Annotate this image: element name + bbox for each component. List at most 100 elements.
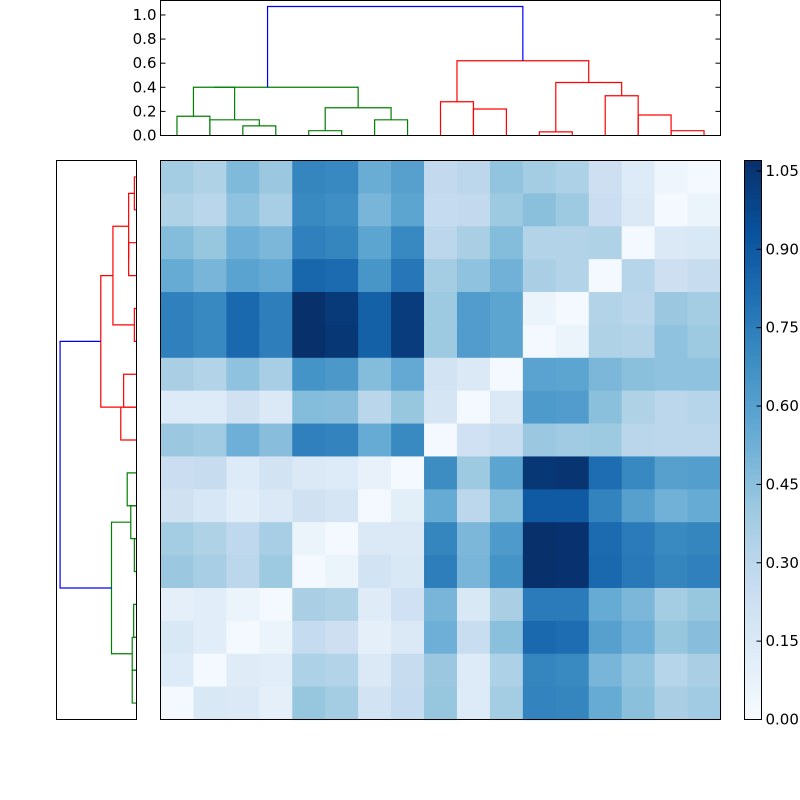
colorbar-segment [744,501,762,508]
colorbar-segment [744,300,762,307]
colorbar-segment [744,333,762,340]
colorbar-segment [744,713,762,721]
colorbar-segment [744,395,762,402]
heatmap-cell [456,423,491,458]
left-dendrogram-link-2 [128,192,135,260]
heatmap-cell [621,653,656,688]
heatmap-cell [456,653,491,688]
colorbar-segment [744,535,762,542]
colorbar-tick-label-2: 0.30 [766,554,799,572]
colorbar-segment [744,646,762,654]
heatmap-cell [292,653,326,688]
colorbar-segment [744,311,762,318]
heatmap-cell [358,686,392,721]
heatmap-cell [489,292,524,326]
heatmap-cell [489,587,524,622]
heatmap-cell [292,620,326,655]
heatmap-cell [226,686,260,721]
heatmap-cell [588,357,623,392]
colorbar-segment [744,708,762,715]
colorbar-segment [744,182,762,190]
heatmap-cell [424,587,458,622]
heatmap-cell [193,160,227,194]
colorbar-segment [744,283,762,290]
colorbar-segment [744,635,762,642]
heatmap-cell [621,489,656,523]
colorbar-segment [744,652,762,659]
heatmap-cell [259,555,293,589]
heatmap-cell [687,357,722,392]
heatmap-cell [555,160,590,194]
left-dendrogram [59,176,137,704]
heatmap-cell [325,259,359,293]
colorbar-segment [744,607,762,614]
heatmap-cell [160,489,195,523]
top-dendrogram-link-13 [670,130,705,136]
heatmap-cell [160,193,195,227]
heatmap-cell [588,653,623,688]
colorbar-segment [744,277,762,285]
heatmap-cell [621,620,656,655]
heatmap-cell [325,686,359,721]
top-ytick-label-4: 0.8 [133,30,157,48]
heatmap-cell [555,620,590,655]
colorbar-segment [744,624,762,631]
heatmap-cell [325,292,359,326]
colorbar-segment [744,434,762,441]
colorbar-segment [744,423,762,430]
left-dendrogram-link-4 [112,225,135,326]
heatmap-cell [325,193,359,227]
heatmap-cell [588,489,623,523]
colorbar-segment [744,428,762,436]
colorbar-segment [744,523,762,531]
heatmap-cell [687,324,722,359]
heatmap-cell [292,357,326,392]
heatmap-cell [358,226,392,260]
top-dendrogram-link-15 [456,60,590,102]
colorbar-segment [744,160,762,167]
colorbar-segment [744,473,762,480]
heatmap-cell [588,324,623,359]
left-dendrogram-link-9 [130,505,137,540]
heatmap-cell [160,686,195,721]
heatmap-cell [522,489,557,523]
heatmap-cell [292,587,326,622]
colorbar-segment [744,372,762,380]
heatmap-cell [391,226,425,260]
colorbar-segment [744,227,762,234]
heatmap-cell [588,226,623,260]
left-dendrogram-link-13 [131,669,137,704]
heatmap-cell [522,522,557,556]
colorbar-segment [744,462,762,469]
heatmap-cell [489,620,524,655]
heatmap-cell [621,522,656,556]
heatmap-cell [588,193,623,227]
heatmap-cell [292,456,326,490]
heatmap-cell [588,423,623,458]
heatmap-cell [588,555,623,589]
heatmap-cell [654,357,689,392]
heatmap-cell [654,160,689,194]
colorbar-segment [744,440,762,447]
colorbar-tick-label-5: 0.75 [766,319,799,337]
colorbar-segment [744,322,762,329]
heatmap-cell [555,522,590,556]
heatmap-cell [456,587,491,622]
heatmap-cell [424,653,458,688]
heatmap-cell [259,686,293,721]
colorbar-segment [744,194,762,201]
heatmap-cell [358,357,392,392]
colorbar-segment [744,261,762,268]
heatmap-cell [687,653,722,688]
colorbar-segment [744,630,762,637]
colorbar-segment [744,546,762,553]
top-dendrogram-link-4 [308,130,343,136]
heatmap-cell [654,193,689,227]
colorbar-segment [744,495,762,503]
colorbar-segment [744,400,762,408]
heatmap-cell [160,522,195,556]
top-dendrogram-link-10 [538,131,573,136]
heatmap-cell [489,390,524,425]
colorbar-segment [744,367,762,374]
heatmap-cell [292,324,326,359]
